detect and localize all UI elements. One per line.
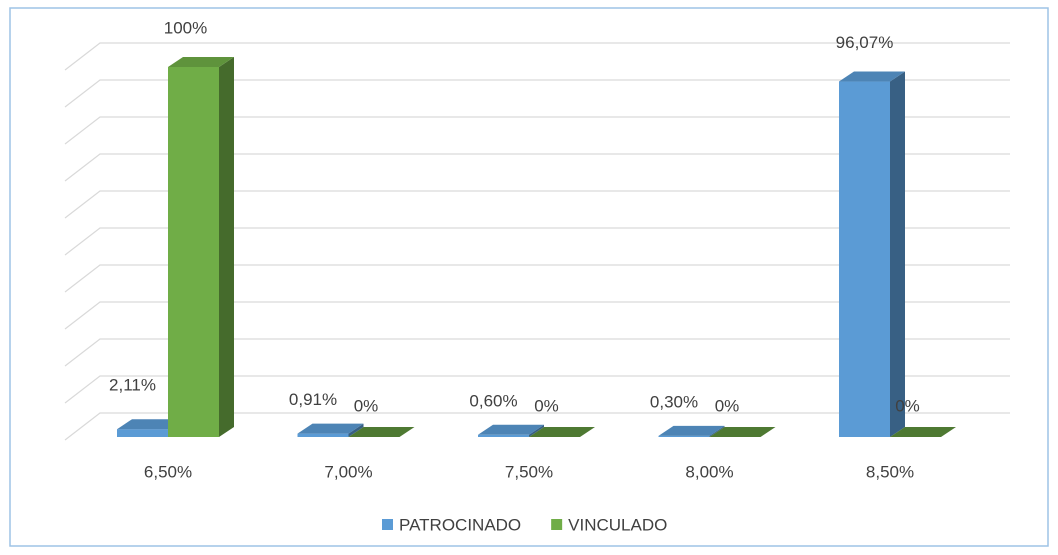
bar-top — [168, 57, 234, 67]
grid-line — [64, 227, 1010, 256]
x-tick-label: 8,00% — [685, 462, 733, 481]
data-label: 96,07% — [836, 33, 894, 52]
bar-front — [658, 435, 710, 437]
x-tick-label: 7,50% — [505, 462, 553, 481]
bar-side — [219, 57, 234, 437]
grid-line — [64, 153, 1010, 182]
bar-top — [529, 427, 595, 437]
bar-front — [297, 433, 349, 437]
data-label: 0% — [354, 396, 379, 415]
bar-top — [890, 427, 956, 437]
bar-side — [890, 71, 905, 437]
bar-top — [658, 425, 725, 436]
x-tick-label: 7,00% — [324, 462, 372, 481]
bar-top — [839, 71, 905, 82]
grid-line — [64, 190, 1010, 219]
data-label: 0,60% — [469, 391, 517, 410]
legend-label: VINCULADO — [568, 515, 667, 534]
legend-swatch — [551, 519, 563, 530]
grid-line — [64, 338, 1010, 367]
data-label: 0% — [895, 396, 920, 415]
bar-front — [168, 67, 219, 437]
grid-line — [64, 116, 1010, 145]
data-label: 0% — [534, 396, 559, 415]
grid-line — [64, 375, 1010, 404]
data-label: 100% — [164, 18, 207, 37]
grid-line — [64, 412, 1010, 441]
legend-label: PATROCINADO — [399, 515, 521, 534]
bar-front — [839, 81, 890, 437]
data-label: 0,30% — [650, 392, 698, 411]
bar-front — [117, 429, 168, 437]
bar-top — [478, 424, 544, 435]
bar-top — [297, 423, 364, 434]
data-label: 2,11% — [109, 376, 156, 395]
x-tick-label: 8,50% — [866, 462, 914, 481]
bar-side — [529, 424, 544, 437]
bar-top — [348, 427, 415, 437]
bar-top — [709, 427, 776, 437]
bar-front — [478, 434, 529, 437]
data-label: 0% — [715, 396, 740, 415]
bar-top — [117, 419, 183, 430]
data-label: 0,91% — [289, 390, 337, 409]
x-tick-label: 6,50% — [144, 462, 192, 481]
grid-line — [64, 42, 1010, 71]
grid-line — [64, 264, 1010, 293]
bar-side — [709, 425, 725, 437]
legend-swatch — [382, 519, 393, 530]
grid-line — [64, 301, 1010, 330]
grid-line — [64, 79, 1010, 108]
bar-side — [348, 423, 364, 437]
